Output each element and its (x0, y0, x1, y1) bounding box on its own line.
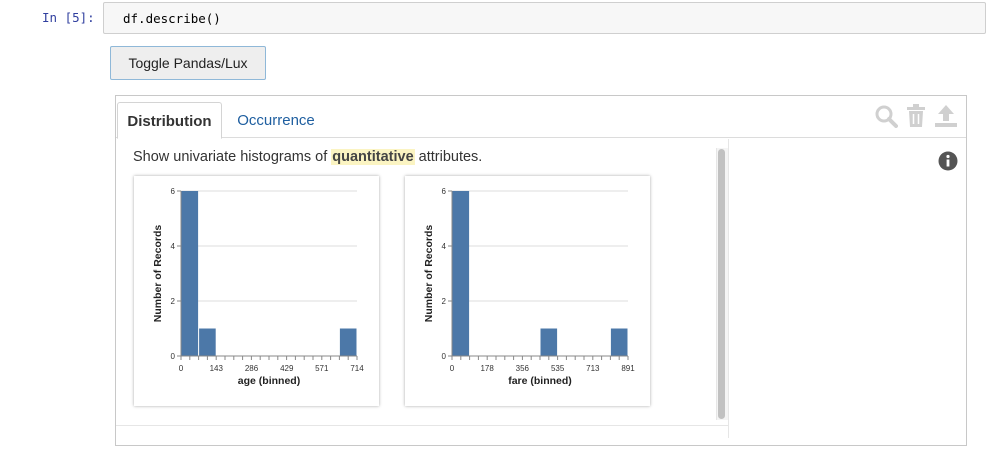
histogram-bar[interactable] (339, 328, 357, 357)
age-histogram-card[interactable]: 0 2 4 6 0 143 286 429 571 714 age (binned) Number o… (134, 176, 379, 406)
x-tick-label: 356 (516, 364, 530, 373)
age-histogram-chart: 0 2 4 6 0 143 286 429 571 714 age (binned) Number o… (152, 187, 364, 387)
tab-bar: Distribution Occurrence (116, 96, 966, 139)
y-axis-title: Number of Records (152, 225, 164, 323)
y-tick-label: 4 (171, 242, 176, 251)
code-text: df.describe() (123, 11, 221, 26)
description-before: Show univariate histograms of (133, 149, 332, 165)
tab-distribution[interactable]: Distribution (117, 102, 222, 139)
y-axis-title: Number of Records (423, 225, 435, 323)
y-tick-label: 6 (442, 187, 447, 196)
fare-histogram-card[interactable]: 0 2 4 6 0 178 356 535 713 891 fare (binned) Number … (405, 176, 650, 406)
x-tick-label: 143 (210, 364, 224, 373)
tab-occurrence[interactable]: Occurrence (237, 112, 315, 129)
vertical-scrollbar-thumb[interactable] (718, 149, 725, 419)
x-tick-label: 0 (179, 364, 184, 373)
x-tick-label: 0 (450, 364, 455, 373)
x-tick-label: 713 (586, 364, 600, 373)
toggle-pandas-lux-button[interactable]: Toggle Pandas/Lux (110, 46, 266, 80)
y-tick-label: 2 (171, 297, 176, 306)
trash-icon[interactable] (906, 104, 926, 133)
x-tick-label: 286 (245, 364, 259, 373)
search-icon[interactable] (874, 104, 898, 133)
description-highlight: quantitative (331, 149, 415, 165)
x-tick-label: 891 (621, 364, 635, 373)
y-tick-label: 4 (442, 242, 447, 251)
y-tick-label: 6 (171, 187, 176, 196)
info-icon[interactable] (938, 151, 958, 176)
x-tick-label: 178 (480, 364, 494, 373)
description-text: Show univariate histograms of quantitati… (133, 149, 482, 165)
histogram-bar[interactable] (181, 191, 199, 356)
y-tick-label: 0 (442, 352, 447, 361)
y-tick-label: 0 (171, 352, 176, 361)
histogram-bar[interactable] (452, 191, 470, 356)
horizontal-divider (116, 425, 728, 426)
x-axis-title: age (binned) (238, 375, 300, 387)
x-tick-label: 714 (350, 364, 364, 373)
x-axis-title: fare (binned) (508, 375, 572, 387)
upload-icon[interactable] (934, 104, 958, 133)
description-after: attributes. (414, 149, 483, 165)
x-tick-label: 429 (280, 364, 294, 373)
fare-histogram-chart: 0 2 4 6 0 178 356 535 713 891 fare (binned) Number … (423, 187, 635, 387)
lux-widget: Distribution Occurrence (115, 95, 967, 446)
histogram-bar[interactable] (540, 328, 558, 357)
panel-divider (728, 139, 729, 438)
histogram-bar[interactable] (610, 328, 628, 357)
histogram-bar[interactable] (199, 328, 216, 357)
x-tick-label: 535 (551, 364, 565, 373)
code-cell[interactable]: df.describe() (103, 2, 986, 34)
x-tick-label: 571 (315, 364, 329, 373)
input-prompt: In [5]: (42, 10, 95, 25)
vis-content: Show univariate histograms of quantitati… (116, 139, 722, 422)
y-tick-label: 2 (442, 297, 447, 306)
